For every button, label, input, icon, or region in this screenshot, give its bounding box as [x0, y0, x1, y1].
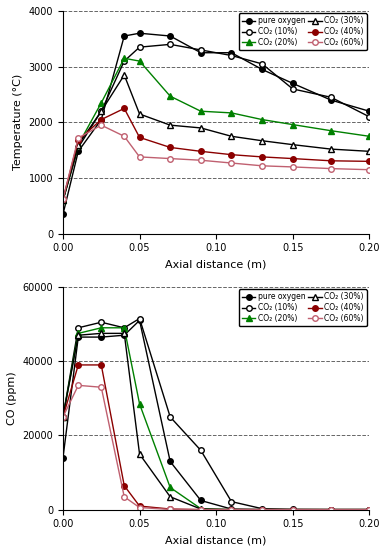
X-axis label: Axial distance (m): Axial distance (m)	[166, 535, 267, 545]
X-axis label: Axial distance (m): Axial distance (m)	[166, 259, 267, 269]
Legend: pure oxygen, CO₂ (10%), CO₂ (20%), CO₂ (30%), CO₂ (40%), CO₂ (60%): pure oxygen, CO₂ (10%), CO₂ (20%), CO₂ (…	[239, 13, 367, 50]
Y-axis label: CO (ppm): CO (ppm)	[7, 371, 17, 425]
Legend: pure oxygen, CO₂ (10%), CO₂ (20%), CO₂ (30%), CO₂ (40%), CO₂ (60%): pure oxygen, CO₂ (10%), CO₂ (20%), CO₂ (…	[239, 289, 367, 326]
Y-axis label: Temperature (°C): Temperature (°C)	[13, 74, 23, 171]
